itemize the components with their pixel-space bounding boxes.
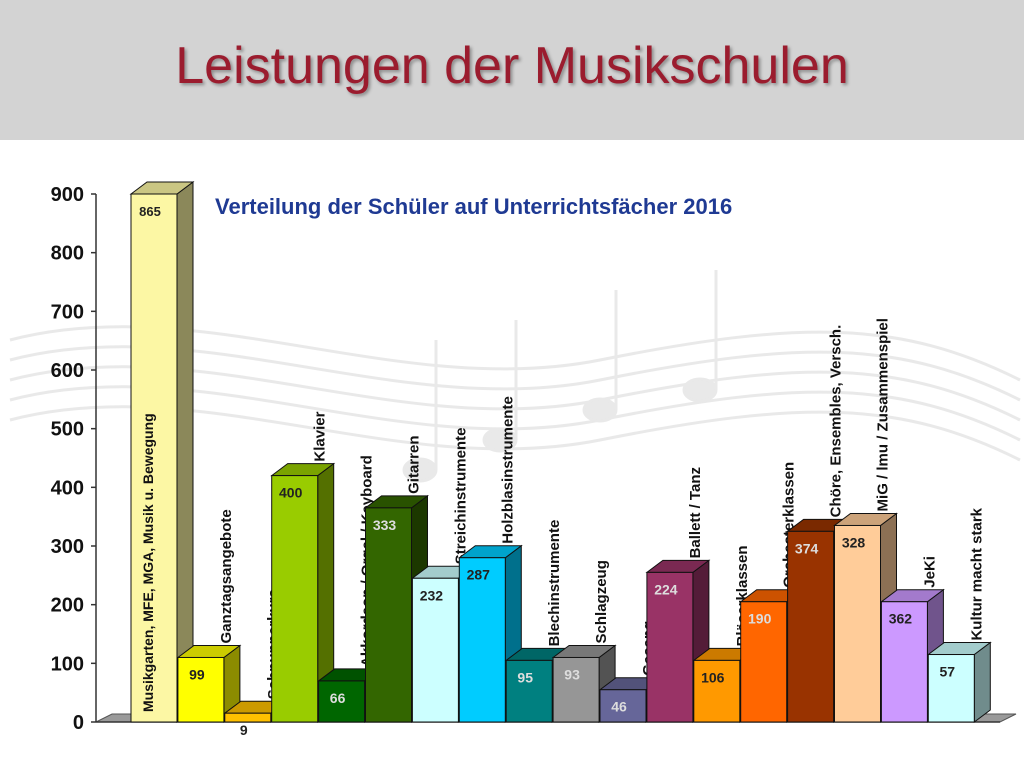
y-tick-label: 700 xyxy=(51,301,84,323)
bar-value-label: 190 xyxy=(748,611,772,627)
bar xyxy=(271,475,319,723)
category-label: JeKi xyxy=(921,556,938,588)
bar-value-label: 362 xyxy=(889,611,913,627)
bar-value-label: 95 xyxy=(517,669,533,685)
y-tick-label: 900 xyxy=(51,184,84,206)
category-label: Gitarren xyxy=(406,436,423,494)
bar xyxy=(365,507,412,723)
category-label: MiG / lmu / Zusammenspiel xyxy=(875,318,892,511)
y-tick-label: 600 xyxy=(51,360,84,382)
title-band xyxy=(0,0,1024,140)
bar xyxy=(505,659,553,723)
bar-value-label: 106 xyxy=(701,669,725,685)
bar-value-label: 46 xyxy=(611,699,627,715)
chart: 0 100 200 300 400 500 600 700 800 900 865 Musikgar… xyxy=(0,140,1024,768)
y-tick-label: 200 xyxy=(51,595,84,617)
bar xyxy=(411,577,459,723)
page-title: Leistungen der Musikschulen xyxy=(175,37,849,95)
y-tick-label: 0 xyxy=(73,712,84,734)
y-tick-label: 100 xyxy=(51,653,84,675)
y-tick-label: 800 xyxy=(51,243,84,265)
bar xyxy=(693,659,741,723)
chart-svg: 0 100 200 300 400 500 600 700 800 900 865 Musikgar… xyxy=(9,181,1021,738)
category-label: Ballett / Tanz xyxy=(687,467,704,558)
bar xyxy=(646,571,694,723)
bar-value-label: 232 xyxy=(420,587,444,603)
bar xyxy=(318,680,366,723)
bar-group: 865 Musikgarten, MFE, MGA, Musik u. Beweg… xyxy=(129,181,195,723)
category-label: Blechinstrumente xyxy=(546,520,563,647)
chart-title: Verteilung der Schüler auf Unterrichtsfä… xyxy=(215,194,733,219)
y-tick-label: 400 xyxy=(51,477,84,499)
bar xyxy=(740,601,788,723)
bar-value-label: 99 xyxy=(189,666,205,682)
bar-group: 287 Holzblasinstrumente xyxy=(457,396,523,723)
bar xyxy=(224,712,272,723)
bar-value-label: 93 xyxy=(564,666,580,682)
bar-group: 99 Ganztagsangebote xyxy=(176,509,242,723)
bar-value-label: 9 xyxy=(240,722,248,738)
category-label: Holzblasinstrumente xyxy=(499,396,516,544)
y-tick-label: 500 xyxy=(51,419,84,441)
bar xyxy=(177,656,225,723)
bar-value-label: 224 xyxy=(654,581,678,597)
bar xyxy=(927,654,975,723)
bar-value-label: 333 xyxy=(373,517,397,533)
bar-side xyxy=(176,181,194,723)
bar-group: 57 Kultur macht stark xyxy=(926,507,992,723)
category-label: Schlagzeug xyxy=(593,560,610,643)
bar xyxy=(552,656,600,723)
bar-value-label: 374 xyxy=(795,540,819,556)
bar xyxy=(130,193,178,723)
bar xyxy=(599,689,647,723)
bar xyxy=(787,530,835,723)
bar-value-label: 865 xyxy=(139,204,161,219)
category-label: Klavier xyxy=(312,411,329,461)
bar-value-label: 66 xyxy=(330,690,346,706)
category-label: Streichinstrumente xyxy=(452,428,469,565)
category-label: Chöre, Ensembles, Versch. xyxy=(828,325,845,518)
y-tick-label: 300 xyxy=(51,536,84,558)
category-label: Kultur macht stark xyxy=(968,507,985,640)
bars: 865 Musikgarten, MFE, MGA, Musik u. Beweg… xyxy=(129,181,992,738)
bar xyxy=(834,524,881,723)
bar-value-label: 57 xyxy=(940,664,956,680)
category-label: Musikgarten, MFE, MGA, Musik u. Bewegung xyxy=(140,413,156,712)
bar-group: 400 Klavier xyxy=(270,411,336,723)
bar xyxy=(880,601,928,723)
bar-side xyxy=(973,641,991,723)
bar-value-label: 287 xyxy=(467,567,491,583)
bar-value-label: 328 xyxy=(842,534,866,550)
category-label: Ganztagsangebote xyxy=(218,509,235,643)
bar xyxy=(458,557,506,723)
bar-value-label: 400 xyxy=(279,485,303,501)
